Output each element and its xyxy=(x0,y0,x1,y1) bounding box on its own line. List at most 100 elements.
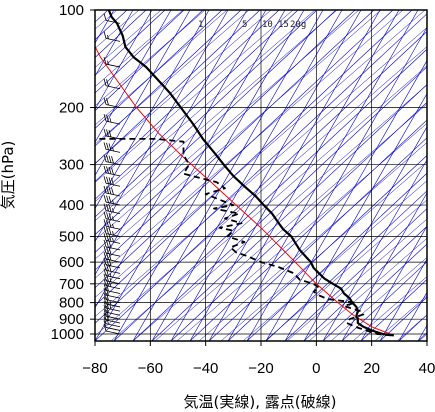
mixing-ratio-label: 5 xyxy=(242,20,247,30)
wind-barb-staff xyxy=(105,20,121,24)
wind-barb-half-flag xyxy=(107,320,109,325)
isotherm-line xyxy=(95,10,223,129)
wind-barb-flag xyxy=(106,240,109,248)
wind-barb-flag xyxy=(103,320,107,328)
wind-barb-half-flag xyxy=(107,34,109,40)
wind-barb-flag xyxy=(103,296,107,305)
wind-barb-flag xyxy=(106,226,109,235)
mixing-ratio-line xyxy=(330,257,427,341)
x-tick-label: −60 xyxy=(138,360,163,377)
mixing-ratio-line xyxy=(95,10,272,164)
dry-adiabat-line xyxy=(95,10,115,44)
wind-barb-flag xyxy=(103,176,107,184)
isotherm-line xyxy=(265,190,427,341)
mixing-ratio-label: 20g xyxy=(290,20,306,30)
wind-barb-flag xyxy=(103,219,107,227)
wind-barb-flag xyxy=(103,233,107,241)
temperature-profile-line xyxy=(107,10,394,337)
wind-barb xyxy=(103,219,121,230)
wind-barb-flag xyxy=(106,186,109,194)
wind-barb-flag xyxy=(106,129,109,137)
isotherm-line xyxy=(341,261,427,341)
wind-barb xyxy=(103,185,121,197)
dry-adiabat-line xyxy=(95,10,153,110)
wind-barb-flag xyxy=(103,283,107,291)
wind-barb-flag xyxy=(106,233,109,241)
wind-barb-half-flag xyxy=(109,300,112,306)
isotherm-line xyxy=(95,10,280,182)
wind-barb xyxy=(103,239,121,251)
dry-adiabat-line xyxy=(151,10,343,341)
mixing-ratio-line xyxy=(95,10,404,279)
wind-barb-flag xyxy=(103,312,107,321)
wind-barb-half-flag xyxy=(109,305,112,310)
wind-barb-flag xyxy=(106,305,109,313)
isotherm-line xyxy=(95,10,185,94)
wind-barb-staff xyxy=(105,327,121,331)
wind-barb-flag xyxy=(111,187,114,195)
wind-barb xyxy=(103,165,121,177)
x-tick-label: −20 xyxy=(248,360,273,377)
isotherm-line xyxy=(170,101,427,341)
wind-barb xyxy=(103,246,121,257)
isotherm-line xyxy=(398,314,427,341)
mixing-ratio-line xyxy=(95,10,250,145)
y-tick-label: 700 xyxy=(59,276,84,293)
y-tick-label: 600 xyxy=(59,254,84,271)
wind-barb xyxy=(103,301,121,312)
profile-series xyxy=(95,10,394,337)
isotherm-line xyxy=(303,225,427,341)
diagram-lines xyxy=(95,10,427,341)
dry-adiabat-line xyxy=(95,10,229,243)
wind-barb-flag xyxy=(108,143,112,151)
wind-barb xyxy=(103,154,121,165)
wind-barb-flag xyxy=(108,129,112,138)
isotherm-line xyxy=(95,10,242,147)
isotherm-line xyxy=(95,13,427,324)
wind-barb-flag xyxy=(103,246,107,254)
wind-barb-flag xyxy=(103,226,107,234)
mixing-ratio-line xyxy=(95,10,338,222)
wind-barb-half-flag xyxy=(109,272,112,277)
mixing-ratio-line xyxy=(374,295,427,341)
isotherm-line xyxy=(95,10,375,271)
wind-barb xyxy=(103,323,121,335)
wind-barb-flag xyxy=(103,305,107,313)
wind-barb-flag xyxy=(103,316,107,324)
wind-barb xyxy=(103,13,121,24)
mixing-ratio-label: 1 xyxy=(198,20,203,30)
x-tick-label: 40 xyxy=(419,360,435,377)
wind-barb xyxy=(103,31,121,42)
y-tick-label: 300 xyxy=(59,157,84,174)
mixing-ratio-line xyxy=(95,10,316,202)
wind-barb-flag xyxy=(111,167,114,175)
wind-barb-half-flag xyxy=(112,208,114,213)
wind-barb-flag xyxy=(106,252,109,260)
wind-barb-flag xyxy=(103,288,107,296)
dry-adiabat-line xyxy=(95,10,191,177)
wind-barb-flag xyxy=(111,177,114,186)
wind-barb-flag xyxy=(103,257,107,265)
isotherm-line xyxy=(284,208,427,341)
isotherm-line xyxy=(95,10,413,306)
wind-barb-flag xyxy=(106,301,109,309)
wind-barb-flag xyxy=(106,313,109,321)
wind-barb-flag xyxy=(106,246,109,254)
mixing-ratio-label: 15 xyxy=(278,20,289,30)
wind-barb xyxy=(103,312,121,324)
wind-barb-flag xyxy=(103,154,107,162)
y-tick-label: 100 xyxy=(59,2,84,19)
mixing-ratio-line xyxy=(95,27,427,317)
wind-barbs xyxy=(103,13,121,335)
dry-adiabat-line xyxy=(132,10,324,341)
wind-barb-flag xyxy=(108,166,112,175)
wind-barb-flag xyxy=(108,240,112,249)
isotherm-line xyxy=(95,31,427,341)
wind-barb-flag xyxy=(108,212,112,220)
y-tick-label: 900 xyxy=(59,311,84,328)
mixing-ratio-line xyxy=(95,10,162,68)
mixing-ratio-line xyxy=(308,237,427,341)
wind-barb-flag xyxy=(106,288,109,296)
mixing-ratio-line xyxy=(264,199,427,341)
